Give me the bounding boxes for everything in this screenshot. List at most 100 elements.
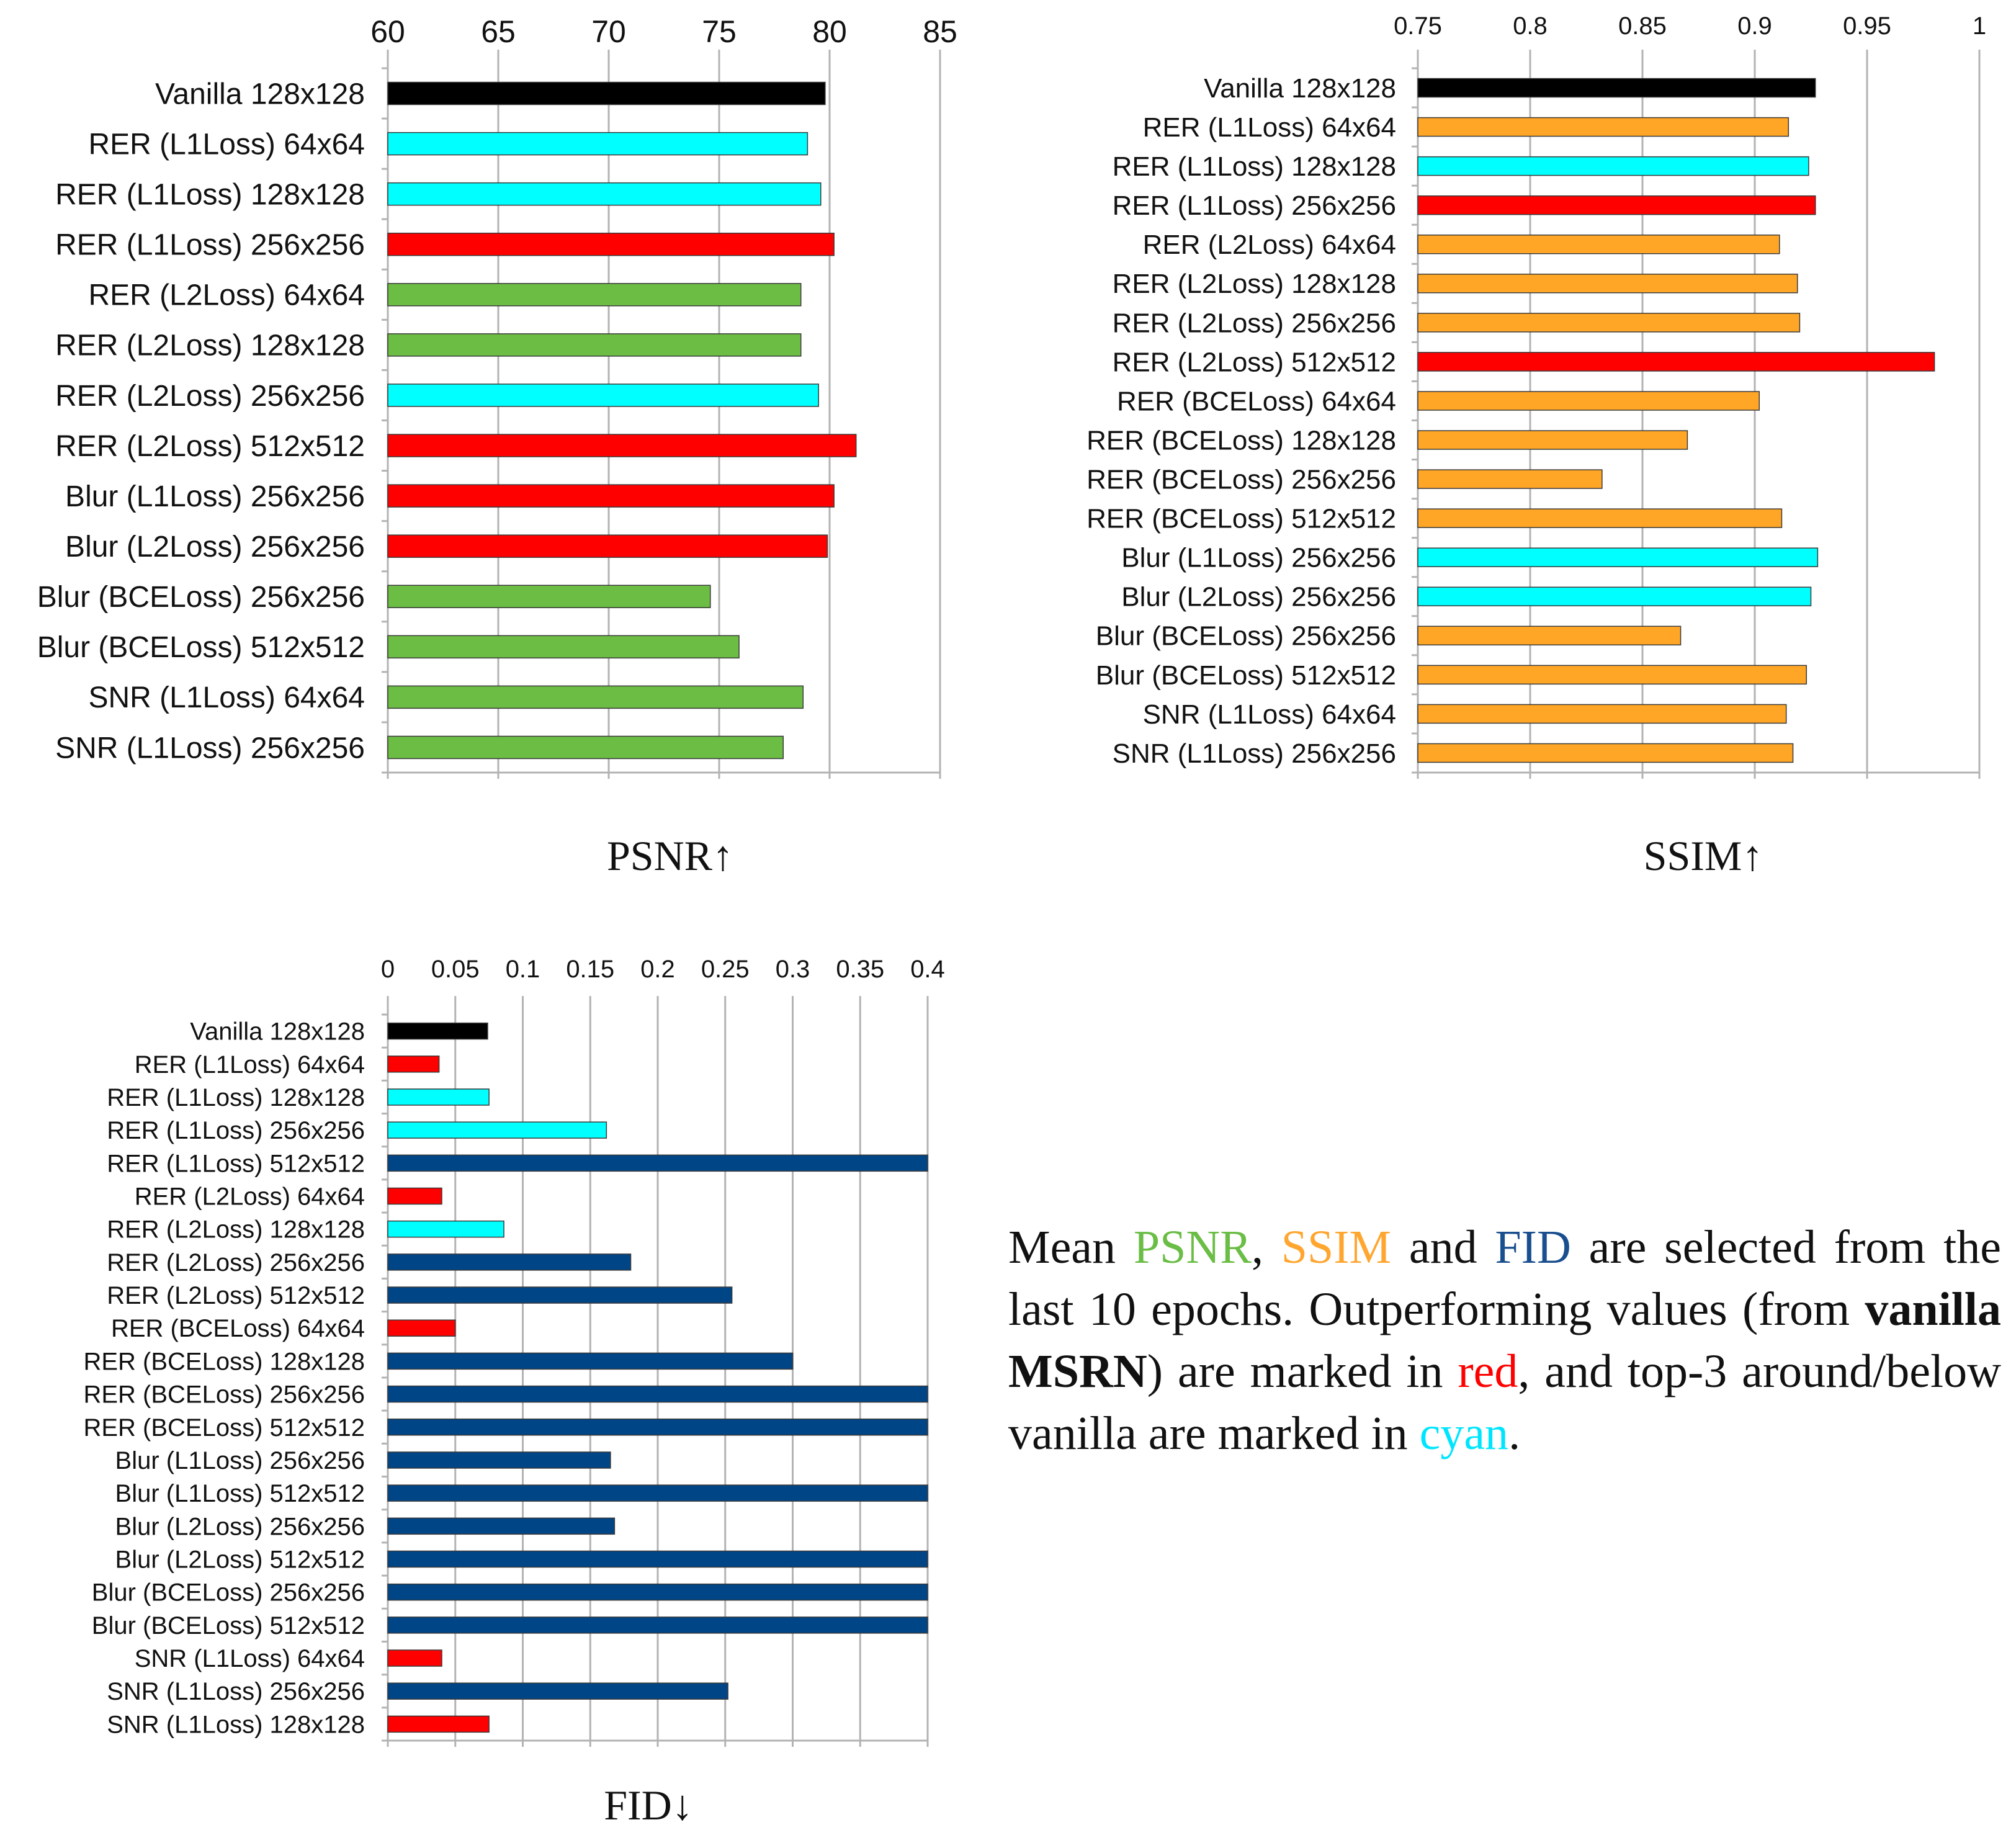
category-label: Blur (BCELoss) 256x256 [37,581,365,614]
category-label: RER (L2Loss) 64x64 [135,1183,365,1211]
psnr-caption: PSNR↑ [606,832,734,879]
note-text-5: ) are marked in [1147,1345,1458,1397]
bar [387,1451,611,1469]
x-tick-label: 0.8 [1513,12,1548,40]
bar [1417,352,1935,372]
note-fid: FID [1495,1221,1571,1273]
category-label: RER (L2Loss) 64x64 [1143,230,1396,260]
category-label: RER (L1Loss) 64x64 [1143,112,1396,143]
bar [387,1517,616,1535]
x-tick-label: 0.9 [1737,12,1772,40]
category-label: RER (L1Loss) 128x128 [1113,151,1396,182]
category-label: RER (L2Loss) 256x256 [107,1249,365,1276]
x-tick-label: 0.25 [701,956,750,983]
bar [1417,508,1783,528]
bar [387,383,819,407]
category-label: RER (L2Loss) 128x128 [55,330,365,362]
x-tick-label: 1 [1973,12,1986,40]
category-label: RER (L1Loss) 256x256 [107,1117,365,1144]
bar [1417,313,1801,333]
bar [1417,469,1603,489]
bar [387,1088,490,1106]
note-red: red [1458,1345,1518,1397]
bar [387,1319,456,1337]
bar [387,1419,928,1436]
bar [387,635,740,659]
category-label: Blur (L2Loss) 512x512 [115,1546,365,1574]
category-label: RER (L1Loss) 512x512 [107,1150,365,1177]
bar [387,333,802,357]
bar [387,484,835,508]
x-tick-label: 0.2 [640,956,675,983]
bar [387,735,784,760]
x-tick-label: 0.75 [1394,12,1442,40]
category-label: RER (BCELoss) 64x64 [1117,386,1396,416]
bar [387,233,835,256]
category-label: RER (L2Loss) 512x512 [1113,347,1396,377]
category-label: RER (L1Loss) 64x64 [135,1051,365,1078]
x-tick-label: 80 [812,14,847,49]
category-label: Blur (L1Loss) 256x256 [65,480,365,513]
bar [387,585,711,608]
note-cyan: cyan [1419,1407,1509,1460]
bar [1417,586,1812,606]
bar [1417,743,1794,763]
category-label: Blur (BCELoss) 256x256 [92,1579,365,1607]
note-vanilla: vanilla MSRN [1008,1283,2001,1397]
bar [387,434,857,457]
category-label: Vanilla 128x128 [190,1018,365,1046]
category-label: Blur (L2Loss) 256x256 [1121,582,1396,612]
category-label: Blur (L1Loss) 256x256 [115,1447,365,1474]
bar [387,685,804,709]
bar [1417,704,1787,724]
x-tick-label: 0 [381,956,395,983]
bar [387,1220,504,1238]
note-text-6: , and top-3 around/below vanilla are mar… [1008,1345,2002,1460]
category-label: Vanilla 128x128 [1204,73,1396,104]
bar [387,182,822,206]
category-label: RER (L2Loss) 128x128 [1113,269,1396,299]
category-label: RER (L2Loss) 512x512 [107,1282,365,1309]
bar [1417,78,1816,98]
bar [1417,235,1780,254]
category-label: Blur (L1Loss) 256x256 [1121,543,1396,573]
bar [387,1253,632,1271]
bar [1417,195,1816,215]
bar [387,534,828,558]
category-label: Blur (BCELoss) 512x512 [92,1612,365,1639]
category-label: RER (L2Loss) 64x64 [88,279,365,312]
bar [387,1385,928,1403]
category-label: SNR (L1Loss) 64x64 [135,1645,365,1672]
category-label: RER (L1Loss) 256x256 [1113,191,1396,221]
psnr-chart: 60 65 70 75 80 85 Vanilla 128x128 RER (L1Loss) … [37,14,957,779]
ssim-caption: SSIM↑ [1643,832,1763,879]
bar [387,1286,733,1304]
x-tick-label: 0.1 [506,956,540,983]
category-label: RER (BCELoss) 128x128 [1086,425,1396,455]
note-text-1: Mean [1008,1221,1134,1273]
category-label: RER (BCELoss) 64x64 [111,1315,365,1342]
x-tick-label: 85 [923,14,957,49]
category-label: Blur (BCELoss) 512x512 [37,631,365,664]
category-label: SNR (L1Loss) 256x256 [107,1678,365,1705]
bar [387,81,826,105]
bar [387,1649,442,1667]
bar [387,1715,490,1733]
note-text-4: are selected from the last 10 epochs. Ou… [1008,1221,2002,1335]
category-label: RER (BCELoss) 256x256 [83,1381,365,1409]
category-label: SNR (L1Loss) 256x256 [55,732,365,765]
x-tick-label: 0.05 [431,956,480,983]
x-tick-label: 0.3 [776,956,810,983]
bar [387,1583,928,1601]
category-label: RER (L2Loss) 128x128 [107,1216,365,1244]
category-label: Vanilla 128x128 [155,78,365,110]
x-tick-label: 70 [591,14,626,49]
fid-chart: 0 0.05 0.1 0.15 0.2 0.25 0.3 0.35 0.4 Vanilla 128… [83,956,945,1747]
note-text-3: and [1391,1221,1495,1273]
bar [1417,274,1798,294]
bar [1417,117,1790,137]
category-label: SNR (L1Loss) 128x128 [107,1711,365,1738]
x-tick-label: 60 [370,14,405,49]
bar [1417,391,1760,411]
bar [387,1056,440,1073]
